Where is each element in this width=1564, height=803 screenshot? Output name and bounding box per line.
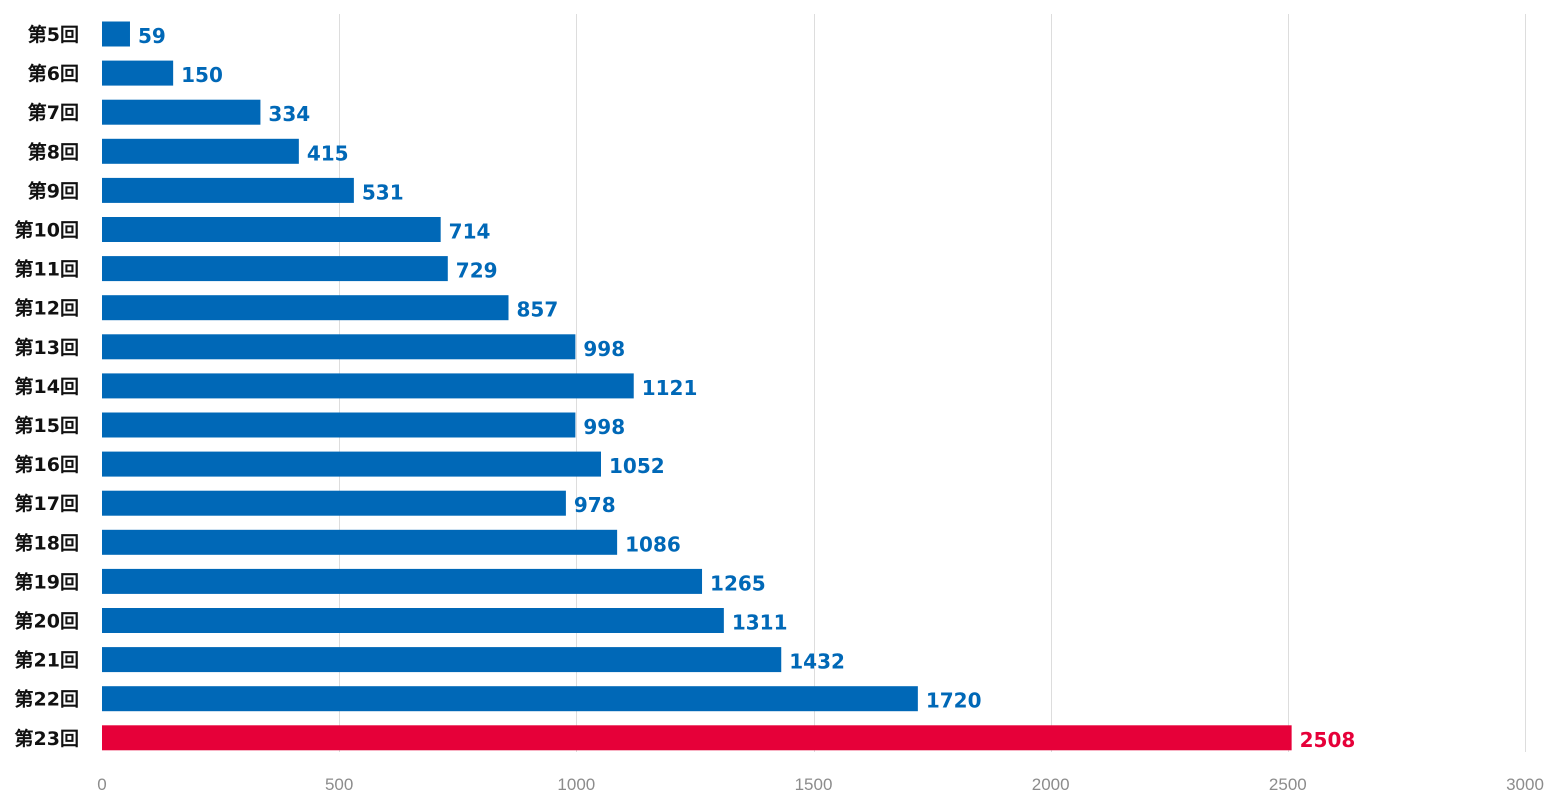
category-label: 第16回	[15, 453, 79, 476]
value-label: 150	[181, 63, 223, 87]
x-tick-label: 3000	[1506, 775, 1544, 794]
category-label: 第6回	[28, 62, 79, 85]
category-label: 第11回	[15, 258, 79, 281]
category-label: 第14回	[15, 375, 79, 398]
value-label: 998	[583, 337, 625, 361]
bar	[102, 295, 509, 321]
bar	[102, 529, 618, 555]
category-label: 第9回	[28, 179, 79, 202]
value-label: 531	[362, 180, 404, 204]
category-label: 第18回	[15, 531, 79, 554]
x-tick-label: 2000	[1032, 775, 1070, 794]
category-label: 第21回	[15, 649, 79, 672]
bar	[102, 21, 130, 47]
category-label: 第17回	[15, 492, 79, 515]
value-label: 59	[138, 24, 166, 48]
category-label: 第13回	[15, 336, 79, 359]
value-labels: 59 150 334 415 531 714 729 857 998 1121 998 1052 978…	[138, 24, 1355, 752]
value-label: 729	[456, 259, 498, 283]
x-tick-label: 1000	[557, 775, 595, 794]
bar	[102, 138, 299, 164]
x-tick-labels: 0 500 1000 1500 2000 2500 3000	[97, 775, 1544, 794]
bars	[102, 21, 1292, 751]
bar	[102, 177, 354, 203]
value-label: 1720	[926, 689, 982, 713]
bar	[102, 412, 576, 438]
bar	[102, 217, 441, 242]
value-label: 1052	[609, 454, 665, 478]
value-label: 1311	[732, 611, 788, 635]
bar	[102, 373, 634, 399]
category-label: 第23回	[15, 727, 79, 750]
value-label: 857	[517, 298, 559, 322]
bar	[102, 451, 601, 477]
x-tick-label: 0	[97, 775, 106, 794]
value-label: 415	[307, 141, 349, 165]
bar	[102, 608, 724, 633]
bar	[102, 568, 703, 594]
category-label: 第22回	[15, 688, 79, 711]
value-label: 714	[449, 220, 491, 244]
category-labels: 第5回第6回第7回第8回第9回第10回第11回第12回第13回第14回第15回第…	[15, 23, 79, 750]
bar	[102, 60, 174, 86]
category-label: 第7回	[28, 101, 79, 124]
bar	[102, 99, 261, 125]
bar	[102, 334, 576, 360]
value-label: 978	[574, 493, 616, 517]
category-label: 第19回	[15, 570, 79, 593]
value-label: 334	[268, 102, 310, 126]
value-label: 1121	[642, 376, 698, 400]
x-tick-label: 500	[325, 775, 353, 794]
value-label: 2508	[1300, 728, 1356, 752]
bar	[102, 647, 782, 673]
bar	[102, 686, 918, 712]
category-label: 第12回	[15, 297, 79, 320]
x-tick-label: 1500	[795, 775, 833, 794]
value-label: 1265	[710, 571, 766, 595]
category-label: 第5回	[28, 23, 79, 46]
bar	[102, 490, 566, 516]
value-label: 1432	[789, 650, 845, 674]
category-label: 第8回	[28, 140, 79, 163]
category-label: 第15回	[15, 414, 79, 437]
x-tick-label: 2500	[1269, 775, 1307, 794]
category-label: 第20回	[15, 610, 79, 633]
bar	[102, 725, 1292, 751]
bar	[102, 256, 448, 282]
category-label: 第10回	[15, 219, 79, 242]
value-label: 1086	[625, 532, 681, 556]
value-label: 998	[583, 415, 625, 439]
